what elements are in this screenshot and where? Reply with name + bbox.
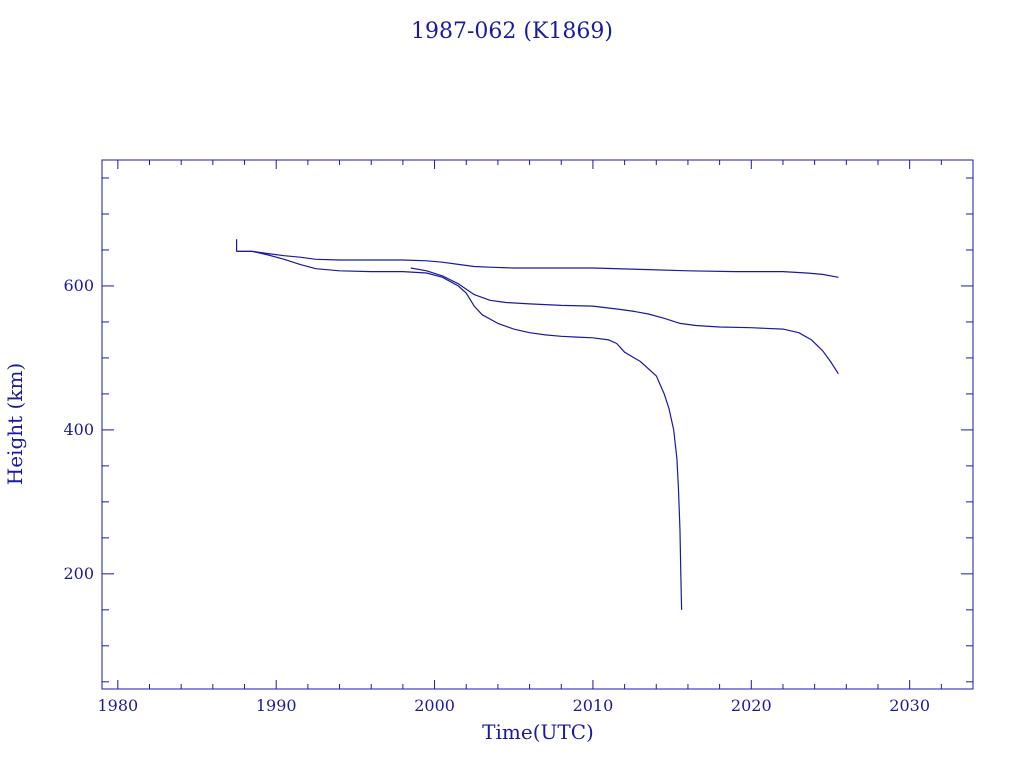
y-axis-label: Height (km): [3, 363, 27, 485]
x-tick-label: 1980: [97, 696, 138, 715]
series-line-2: [236, 250, 683, 610]
series-group: [236, 239, 839, 610]
series-line-3: [410, 267, 839, 375]
x-tick-label: 2010: [573, 696, 614, 715]
y-tick-label: 600: [63, 276, 94, 295]
plot-frame: [101, 159, 974, 690]
y-tick-label: 200: [63, 564, 94, 583]
chart-title: 1987-062 (K1869): [411, 19, 613, 44]
x-tick-label: 2020: [731, 696, 772, 715]
x-tick-label: 1990: [256, 696, 297, 715]
x-axis-label: Time(UTC): [482, 720, 594, 744]
x-tick-label: 2000: [414, 696, 455, 715]
y-tick-label: 400: [63, 420, 94, 439]
series-line-1: [236, 250, 839, 278]
x-tick-label: 2030: [889, 696, 930, 715]
axis-ticks: [102, 160, 974, 689]
axis-tick-labels: 1980 1990 2000 2010 2020 2030 200 400 600: [63, 276, 930, 715]
